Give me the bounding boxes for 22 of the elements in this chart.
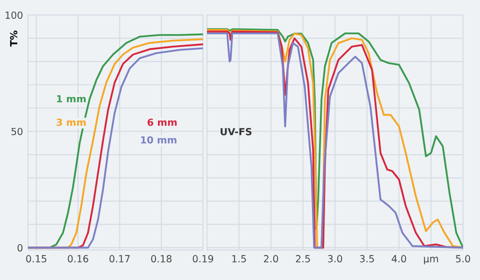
y-tick-label: 0: [18, 244, 22, 252]
x-tick-label: 0.19: [192, 255, 214, 262]
x-tick-label: 2.0: [264, 255, 278, 262]
text: 6 mm: [148, 118, 177, 126]
x-tick-label: 0.15: [26, 255, 46, 262]
x-tick-label: 1.5: [232, 255, 246, 262]
y-axis-title: T%: [10, 30, 18, 47]
x-tick-label: 0.17: [109, 255, 130, 262]
series-label: 1 mm: [57, 95, 86, 102]
x-tick-label: 3.5: [360, 255, 374, 262]
x-tick-label: 3.0: [328, 255, 342, 262]
x-tick-label: 2.5: [296, 255, 310, 262]
y-tick-label: 100: [6, 11, 22, 19]
text: 10 mm: [141, 136, 176, 144]
annotation: UV-FS: [220, 128, 252, 136]
x-tick-label: μm: [424, 256, 438, 264]
x-tick-label: 0.16: [68, 255, 88, 262]
y-tick-label: 50: [12, 128, 22, 136]
x-tick-label: 4.0: [392, 255, 406, 262]
x-tick-label: 0.18: [151, 255, 172, 262]
x-tick-label: 5.0: [456, 255, 470, 262]
series-label: 3 mm: [56, 118, 86, 126]
